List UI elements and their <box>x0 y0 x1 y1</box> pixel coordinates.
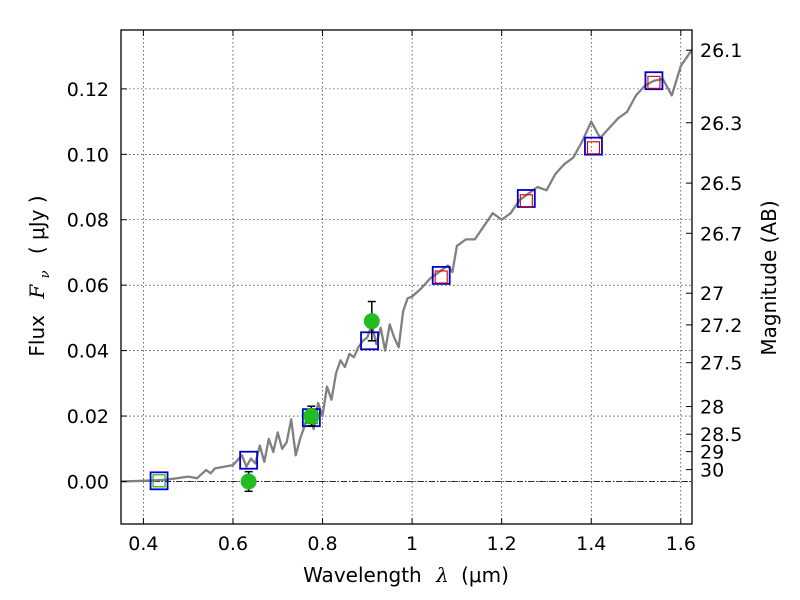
x-axis-label-symbol: λ <box>435 563 449 587</box>
x-tick-label: 0.4 <box>128 533 158 555</box>
x-tick-label: 1.4 <box>576 533 606 555</box>
blue-square-marker <box>431 265 451 285</box>
y2-tick-label: 27.5 <box>700 353 742 375</box>
y-tick-label: 0.00 <box>67 471 109 493</box>
y-tick-label: 0.12 <box>67 79 109 101</box>
grid <box>121 30 692 524</box>
y-axis-label-text: Flux <box>25 315 49 357</box>
y-tick-label: 0.02 <box>67 406 109 428</box>
y-axis-label: Flux F ν ( μJy ) <box>25 195 54 356</box>
x-axis-label-unit: (μm) <box>461 563 509 587</box>
blue-square-marker <box>239 450 259 470</box>
y-axis-label-symbol: F <box>25 284 49 300</box>
red-square-marker <box>519 194 533 208</box>
red-square-marker <box>586 141 601 155</box>
green-circle-marker <box>363 313 380 330</box>
blue-square-marker <box>360 331 379 351</box>
green-square-marker <box>152 474 166 488</box>
data-markers <box>149 71 664 493</box>
tick-labels: 0.4 0.6 0.8 1 1.2 1.4 1.6 0.00 0.02 0.04 0.06 0.08 0… <box>67 40 743 555</box>
y2-tick-label: 29 <box>700 442 724 464</box>
y2-tick-label: 26.1 <box>700 40 742 62</box>
x-tick-label: 0.6 <box>218 533 248 555</box>
y2-tick-label: 27.2 <box>700 315 742 337</box>
x-tick-label: 1.6 <box>666 533 696 555</box>
y2-tick-label: 26.3 <box>700 113 742 135</box>
y-tick-label: 0.06 <box>67 275 109 297</box>
axis-ticks <box>121 30 692 524</box>
red-square-marker <box>647 75 661 89</box>
blue-square-marker <box>584 136 603 156</box>
y2-tick-label: 26.7 <box>700 223 742 245</box>
y2-tick-label: 30 <box>700 460 724 482</box>
blue-square-marker <box>149 471 169 491</box>
plot-frame <box>120 29 693 525</box>
x-tick-label: 0.8 <box>307 533 337 555</box>
y2-tick-label: 26.5 <box>700 173 742 195</box>
x-axis-label-text: Wavelength <box>303 563 422 587</box>
model-spectrum <box>120 48 693 483</box>
y-tick-label: 0.10 <box>67 144 109 166</box>
green-circle-marker <box>240 473 257 490</box>
y-axis-label-subscript: ν <box>38 270 53 278</box>
red-square-marker <box>434 270 448 284</box>
y-axis-label-unit: ( μJy ) <box>25 195 49 254</box>
y2-tick-label: 28 <box>700 397 724 419</box>
y2-tick-label: 28.5 <box>700 424 742 446</box>
y-tick-label: 0.04 <box>67 341 109 363</box>
green-circle-marker <box>303 408 320 425</box>
x-tick-label: 1 <box>406 533 418 555</box>
y-tick-label: 0.08 <box>67 210 109 232</box>
y2-axis-label: Magnitude (AB) <box>757 200 781 355</box>
y2-tick-label: 27 <box>700 283 724 305</box>
x-tick-label: 1.2 <box>487 533 517 555</box>
model-spectrum-line <box>120 48 693 483</box>
blue-square-marker <box>644 71 664 91</box>
x-axis-label: Wavelength λ (μm) <box>303 563 509 587</box>
